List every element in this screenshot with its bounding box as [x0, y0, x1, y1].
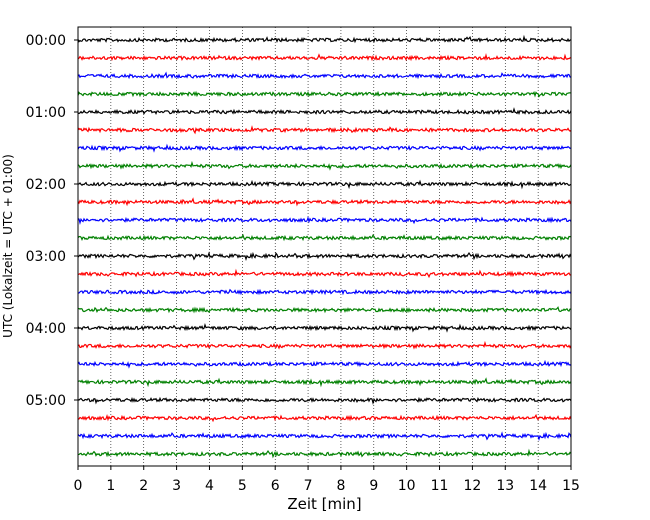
y-tick-label: 02:00	[26, 177, 66, 193]
seismogram-trace	[77, 448, 572, 459]
grid-lines	[110, 27, 539, 466]
seismogram-trace	[77, 233, 572, 242]
seismogram-trace	[77, 197, 572, 207]
y-axis-title: UTC (Lokalzeit = UTC + 01:00)	[1, 154, 15, 338]
seismogram-trace	[77, 90, 572, 98]
x-tick-label: 13	[496, 478, 514, 494]
x-tick-label: 12	[463, 478, 481, 494]
x-tick-label: 14	[529, 478, 547, 494]
seismogram-trace	[77, 359, 572, 369]
seismogram-trace	[77, 377, 572, 388]
seismogram-traces	[77, 34, 572, 459]
seismogram-trace	[77, 179, 572, 190]
x-tick-label: 11	[431, 478, 449, 494]
seismogram-trace	[77, 288, 572, 296]
y-tick-label: 04:00	[26, 321, 66, 337]
x-tick-label: 5	[238, 478, 247, 494]
seismogram-trace	[77, 306, 571, 314]
x-tick-label: 0	[74, 478, 83, 494]
x-tick-label: 10	[398, 478, 416, 494]
y-tick-label: 00:00	[26, 33, 66, 49]
y-axis-ticks: 00:00 01:00 02:00 03:00 04:00 05:00	[26, 33, 78, 409]
x-tick-label: 9	[369, 478, 378, 494]
seismogram-trace	[77, 216, 572, 226]
seismogram-trace	[77, 413, 572, 423]
x-tick-label: 7	[304, 478, 313, 494]
x-tick-label: 8	[336, 478, 345, 494]
seismogram-trace	[77, 143, 572, 153]
seismogram-trace	[77, 268, 572, 279]
x-axis-ticks: 0 1 2 3 4 5 6 7 8 9 10 11 12 13 14 15	[74, 466, 580, 494]
seismogram-trace	[77, 125, 572, 135]
seismogram-trace	[77, 107, 572, 116]
seismogram-trace	[77, 160, 572, 171]
seismogram-trace	[77, 251, 572, 261]
seismogram-trace	[77, 396, 572, 406]
seismogram-trace	[77, 53, 572, 62]
seismogram-trace	[77, 34, 572, 44]
x-tick-label: 4	[205, 478, 214, 494]
seismogram-trace	[77, 340, 572, 350]
x-axis-title: Zeit [min]	[287, 495, 361, 513]
seismogram-trace	[77, 322, 572, 333]
x-tick-label: 15	[562, 478, 580, 494]
x-tick-label: 6	[271, 478, 280, 494]
seismogram-trace	[77, 71, 572, 80]
y-tick-label: 05:00	[26, 393, 66, 409]
plot-frame	[77, 26, 572, 467]
y-tick-label: 03:00	[26, 249, 66, 265]
y-tick-label: 01:00	[26, 105, 66, 121]
x-tick-label: 3	[172, 478, 181, 494]
x-tick-label: 2	[139, 478, 148, 494]
seismogram-trace	[77, 431, 572, 441]
x-tick-label: 1	[106, 478, 115, 494]
